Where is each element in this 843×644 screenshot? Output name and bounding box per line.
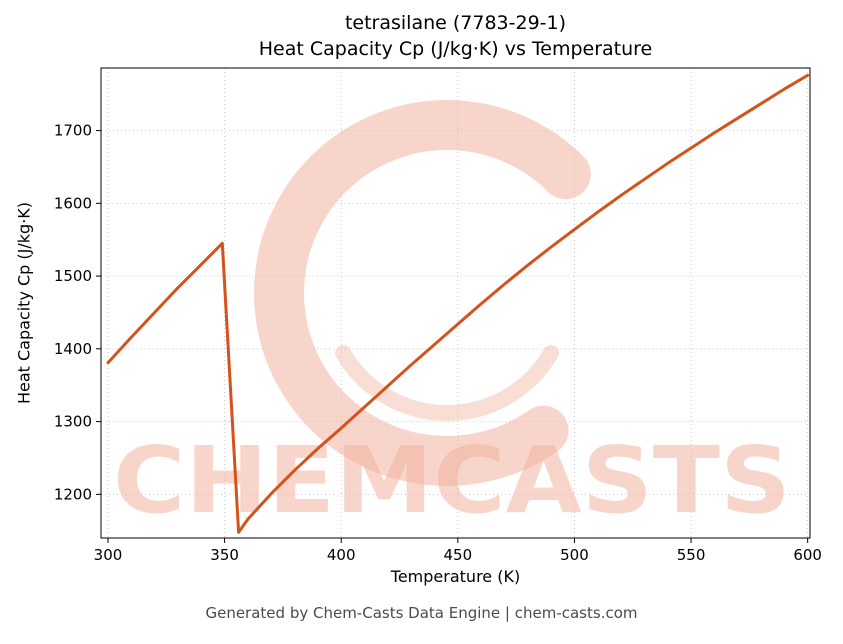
- x-tick-label: 600: [793, 546, 822, 564]
- chart-title: tetrasilane (7783-29-1) Heat Capacity Cp…: [101, 10, 810, 62]
- y-tick-label: 1600: [54, 194, 92, 212]
- series-line-cp: [106, 73, 810, 534]
- x-tick-label: 500: [560, 546, 589, 564]
- footer-attribution: Generated by Chem-Casts Data Engine | ch…: [205, 604, 638, 622]
- x-axis-label: Temperature (K): [390, 567, 521, 586]
- y-tick-label: 1400: [54, 340, 92, 358]
- x-tick-label: 450: [444, 546, 473, 564]
- x-tick-label: 550: [677, 546, 706, 564]
- y-tick-label: 1300: [54, 413, 92, 431]
- y-tick-label: 1500: [54, 267, 92, 285]
- watermark-text: CHEMCASTS: [113, 427, 791, 534]
- x-tick-label: 350: [210, 546, 239, 564]
- y-axis-label: Heat Capacity Cp (J/kg·K): [14, 201, 34, 405]
- axes-spines: [100, 67, 811, 539]
- watermark-c-swirl-icon: [335, 345, 559, 421]
- y-tick-label: 1700: [54, 122, 92, 140]
- chart-title-line-2: Heat Capacity Cp (J/kg·K) vs Temperature: [258, 38, 653, 60]
- watermark-c-icon: [254, 100, 591, 486]
- x-tick-label: 300: [94, 546, 123, 564]
- y-tick-label: 1200: [54, 485, 92, 503]
- x-tick-label: 400: [327, 546, 356, 564]
- chart-title-line-1: tetrasilane (7783-29-1): [344, 12, 567, 34]
